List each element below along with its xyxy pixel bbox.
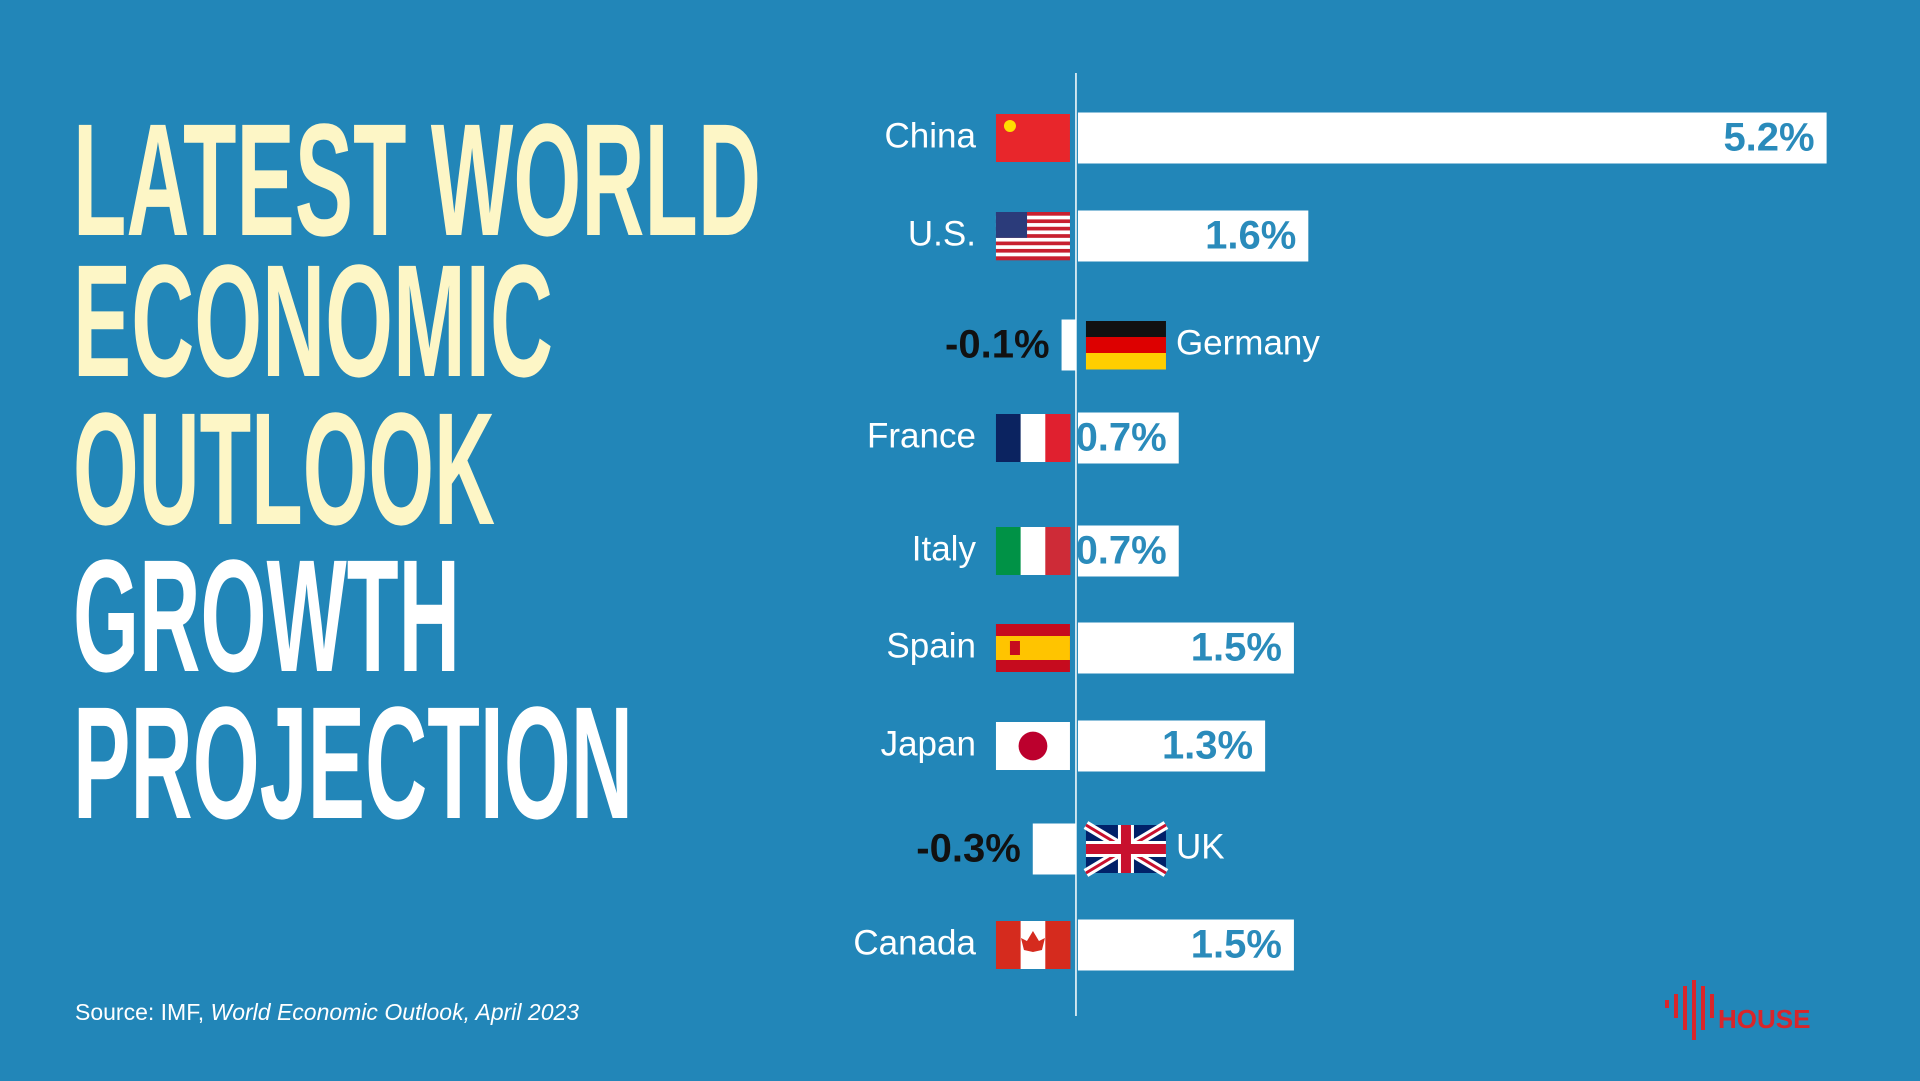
- value-label: 0.7%: [1076, 529, 1167, 573]
- flag-part: [1020, 931, 1045, 952]
- flag-part: [1020, 527, 1046, 575]
- category-label: France: [867, 416, 976, 455]
- flag-part: [995, 527, 1022, 575]
- category-label: Japan: [881, 724, 976, 763]
- flag: [995, 212, 1070, 261]
- source-prefix: Source: IMF,: [75, 999, 204, 1025]
- value-label: 5.2%: [1723, 116, 1814, 160]
- value-label: 1.5%: [1191, 923, 1282, 967]
- flag-part: [1085, 353, 1166, 370]
- flag-part: [1020, 414, 1046, 462]
- flag-part: [1018, 731, 1048, 761]
- value-label: 0.7%: [1076, 416, 1167, 460]
- bar: [1077, 622, 1294, 674]
- bar: [1077, 112, 1827, 164]
- flag-part: [1045, 527, 1071, 575]
- category-label: UK: [1176, 827, 1225, 866]
- value-label: 1.5%: [1191, 626, 1282, 670]
- flag: [995, 722, 1070, 770]
- title-line: PROJECTION: [73, 673, 633, 852]
- flag-part: [995, 226, 1070, 231]
- value-label: -0.1%: [945, 323, 1050, 367]
- flag-part: [995, 248, 1070, 253]
- category-label: Spain: [886, 626, 976, 665]
- bar: [1077, 720, 1266, 772]
- title-line: GROWTH: [73, 526, 460, 705]
- bar: [1061, 319, 1076, 371]
- category-label: China: [885, 116, 977, 155]
- value-label: -0.3%: [916, 827, 1021, 871]
- flag-part: [995, 414, 1022, 462]
- flag-part: [995, 241, 1070, 246]
- flag: [995, 414, 1071, 462]
- bar: [1077, 525, 1179, 577]
- category-label: Italy: [912, 529, 977, 568]
- flag-part: [995, 252, 1070, 257]
- title-line: OUTLOOK: [73, 379, 495, 558]
- title-line: LATEST WORLD: [73, 90, 761, 269]
- logo-mark: [1665, 980, 1714, 1040]
- flag-part: [995, 230, 1070, 235]
- bar: [1077, 919, 1294, 971]
- flag-part: [995, 245, 1070, 250]
- flag: [1085, 321, 1166, 370]
- flag-part: [995, 237, 1070, 242]
- source-publication: World Economic Outlook, April 2023: [211, 999, 580, 1025]
- logo-text: HOUSE: [1718, 1004, 1810, 1034]
- flag-part: [995, 256, 1070, 261]
- bar: [1077, 412, 1179, 464]
- flag-part: [1085, 337, 1166, 354]
- flag: [995, 114, 1070, 162]
- flag: [1083, 821, 1169, 877]
- category-label: Germany: [1176, 323, 1320, 362]
- flag: [995, 624, 1070, 672]
- title-line: ECONOMIC: [73, 231, 553, 410]
- flag-part: [995, 215, 1070, 220]
- value-label: 1.6%: [1205, 214, 1296, 258]
- flag: [995, 527, 1071, 575]
- flag-part: [995, 636, 1070, 660]
- flag-part: [1003, 120, 1016, 132]
- source: Source: IMF, World Economic Outlook, Apr…: [75, 999, 579, 1025]
- flag-part: [1045, 414, 1071, 462]
- logo: HOUSE: [1665, 980, 1810, 1040]
- flag-part: [995, 921, 1022, 969]
- flag-part: [995, 219, 1070, 224]
- flag: [995, 921, 1071, 969]
- bar: [1032, 823, 1076, 875]
- flag-part: [1045, 921, 1071, 969]
- flag-part: [1085, 321, 1166, 338]
- bar: [1077, 210, 1309, 262]
- flag-part: [995, 234, 1070, 239]
- value-label: 1.3%: [1162, 724, 1253, 768]
- flag-part: [995, 212, 1070, 216]
- flag-part: [995, 212, 1028, 238]
- flag-part: [1085, 844, 1166, 854]
- flag-part: [995, 223, 1070, 228]
- flag-part: [1009, 641, 1020, 655]
- category-label: U.S.: [908, 214, 976, 253]
- category-label: Canada: [853, 923, 976, 962]
